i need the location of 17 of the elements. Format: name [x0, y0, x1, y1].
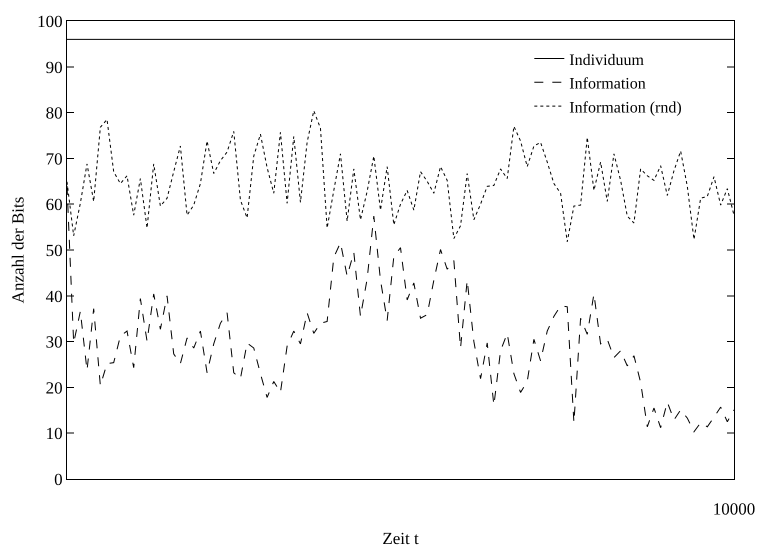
y-tick-label: 100 [37, 12, 63, 31]
y-tick-label: 50 [46, 240, 63, 260]
x-axis-title: Zeit t [382, 528, 419, 548]
x-tick-label: 10000 [712, 499, 756, 518]
y-tick-label: 30 [46, 332, 63, 352]
y-tick-label: 10 [46, 424, 63, 444]
y-tick-label: 20 [46, 378, 63, 398]
y-tick-label: 60 [46, 195, 63, 214]
y-tick-label: 80 [46, 104, 63, 123]
y-tick-label: 70 [46, 149, 63, 168]
legend-label: Individuum [569, 52, 645, 69]
legend-label: Information [569, 76, 646, 93]
legend-label: Information (rnd) [569, 99, 682, 116]
y-tick-label: 90 [46, 58, 63, 77]
y-axis-title: Anzahl der Bits [8, 196, 28, 304]
y-tick-label: 0 [54, 470, 63, 489]
y-tick-label: 40 [46, 286, 63, 306]
